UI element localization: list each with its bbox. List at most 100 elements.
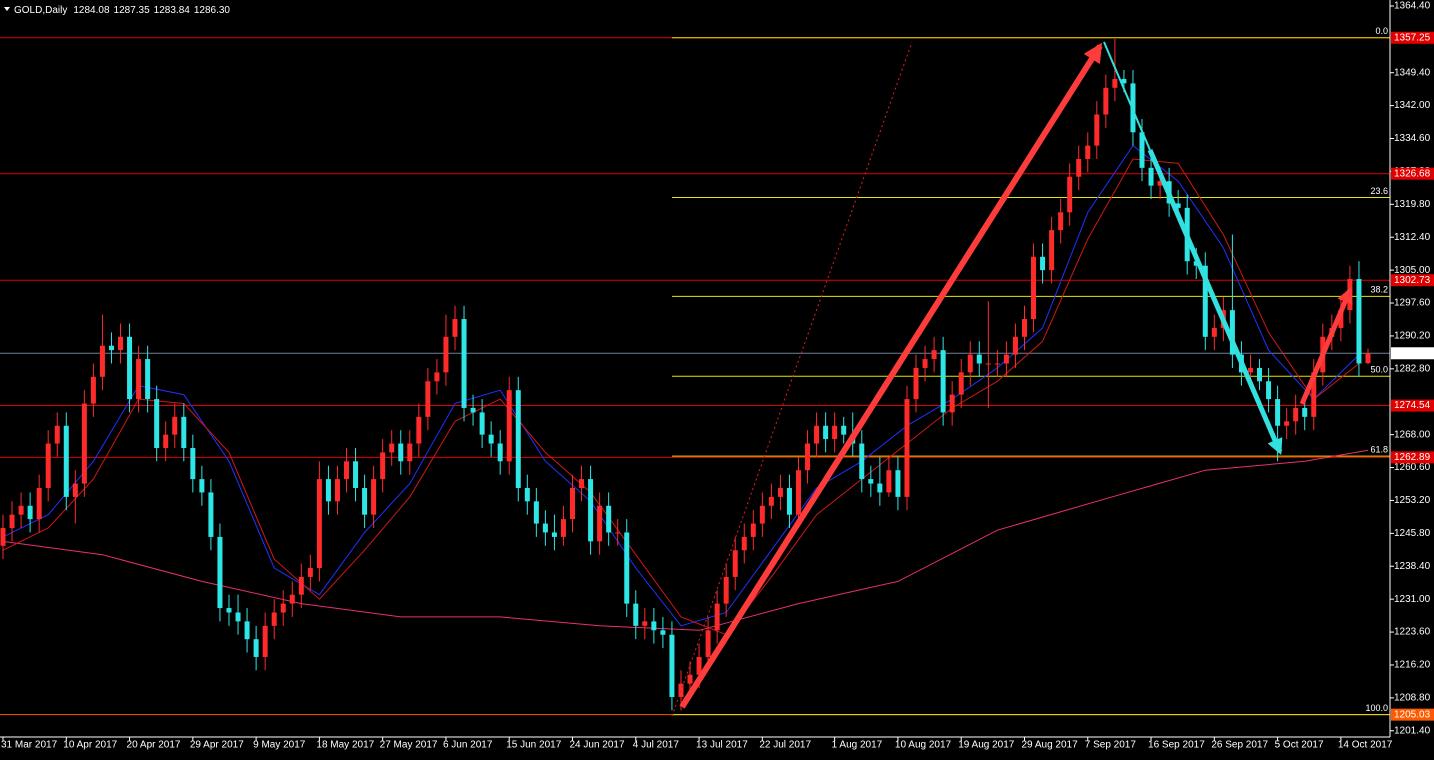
x-tick-label: 26 Sep 2017	[1211, 740, 1268, 751]
x-tick-label: 22 Jul 2017	[759, 740, 811, 751]
x-tick-label: 24 Jun 2017	[570, 740, 625, 751]
candle-body	[443, 336, 449, 373]
x-tick-label: 31 Mar 2017	[1, 740, 58, 751]
candle-body	[253, 639, 259, 657]
candle-body	[1257, 367, 1263, 382]
candle-body	[425, 381, 431, 417]
candle-body	[280, 603, 286, 613]
candle-body	[1031, 256, 1037, 320]
candle-body	[759, 505, 765, 524]
candle-body	[63, 425, 69, 497]
candle-body	[1202, 265, 1208, 337]
candle-body	[714, 603, 720, 631]
chart-header: GOLD,Daily 1284.08 1287.35 1283.84 1286.30	[14, 5, 230, 16]
candle-body	[479, 412, 485, 435]
drawings	[671, 41, 1353, 717]
price-level-label: 1286.30	[1394, 348, 1431, 359]
candle-body	[795, 470, 801, 515]
candle-body	[560, 519, 566, 537]
candle-body	[669, 634, 675, 697]
x-tick-label: 15 Jun 2017	[506, 740, 561, 751]
candle-body	[895, 470, 901, 497]
y-tick-label: 1282.80	[1394, 363, 1431, 374]
y-tick-label: 1305.00	[1394, 265, 1431, 276]
candle-body	[262, 625, 268, 657]
y-tick-label: 1268.00	[1394, 429, 1431, 440]
candle-body	[1211, 327, 1217, 337]
x-tick-label: 19 Aug 2017	[958, 740, 1015, 751]
price-level-box	[1391, 451, 1434, 464]
candle-body	[985, 363, 991, 365]
y-tick-label: 1342.00	[1394, 100, 1431, 111]
candle-body	[705, 630, 711, 657]
price-level-box	[1391, 31, 1434, 44]
time-axis-panel	[0, 737, 1434, 760]
candle-body	[407, 443, 413, 462]
symbol: GOLD,Daily	[14, 5, 67, 16]
candle-body	[353, 461, 359, 488]
candle-body	[416, 416, 422, 444]
price-level-label: 1302.73	[1394, 275, 1431, 286]
y-tick-label: 1297.60	[1394, 298, 1431, 309]
trend-arrow	[679, 42, 1103, 709]
candle-body	[1157, 181, 1163, 186]
candle-body	[54, 425, 60, 444]
price-level-label: 1205.03	[1394, 709, 1431, 720]
candle-body	[976, 354, 982, 364]
candle-body	[1012, 336, 1018, 355]
candle-body	[777, 487, 783, 497]
price-level-label: 1326.68	[1394, 168, 1431, 179]
y-tick-label: 1231.00	[1394, 594, 1431, 605]
candle-body	[380, 452, 386, 480]
candle-body	[145, 359, 151, 400]
candle-body	[542, 523, 548, 533]
moving-average	[2, 158, 1360, 636]
x-tick-label: 29 Apr 2017	[190, 740, 244, 751]
quote-close: 1286.30	[194, 5, 231, 16]
candle-body	[1365, 353, 1371, 364]
candle-body	[208, 492, 214, 537]
candle-body	[362, 487, 368, 515]
candle-body	[1085, 145, 1091, 159]
x-tick-label: 14 Oct 2017	[1338, 740, 1393, 751]
candle-body	[588, 479, 594, 542]
candle-body	[1076, 158, 1082, 177]
candle-body	[506, 390, 512, 462]
candle-body	[687, 674, 693, 684]
candle-body	[181, 416, 187, 448]
candle-body	[371, 479, 377, 515]
candle-body	[434, 372, 440, 382]
candle-body	[334, 479, 340, 502]
quote-high: 1287.35	[114, 5, 151, 16]
candle-body	[1139, 132, 1145, 168]
candle-body	[1049, 230, 1055, 271]
candle-body	[1003, 354, 1009, 364]
y-tick-label: 1319.80	[1394, 199, 1431, 210]
y-tick-label: 1216.20	[1394, 660, 1431, 671]
moving-average	[2, 449, 1369, 631]
candle-body	[606, 505, 612, 533]
candle-body	[1338, 310, 1344, 328]
x-tick-label: 10 Aug 2017	[895, 740, 952, 751]
candle-body	[515, 390, 521, 488]
candle-body	[994, 363, 1000, 365]
x-tick-label: 29 Aug 2017	[1021, 740, 1078, 751]
candle-body	[461, 319, 467, 408]
candle-body	[931, 350, 937, 360]
candle-body	[118, 336, 124, 351]
x-tick-label: 9 May 2017	[253, 740, 306, 751]
candle-body	[615, 532, 621, 534]
y-tick-label: 1238.40	[1394, 561, 1431, 572]
candle-body	[597, 505, 603, 542]
fib-level-label: 38.2	[1370, 285, 1388, 295]
candle-body	[217, 536, 223, 609]
candle-body	[678, 683, 684, 697]
candle-body	[18, 505, 24, 515]
candle-body	[1103, 87, 1109, 115]
price-level-label: 1274.54	[1394, 400, 1431, 411]
candle-body	[45, 443, 51, 488]
candle-body	[1275, 399, 1281, 426]
candle-body	[90, 376, 96, 404]
candle-body	[1175, 203, 1181, 208]
y-tick-label: 1201.40	[1394, 725, 1431, 736]
